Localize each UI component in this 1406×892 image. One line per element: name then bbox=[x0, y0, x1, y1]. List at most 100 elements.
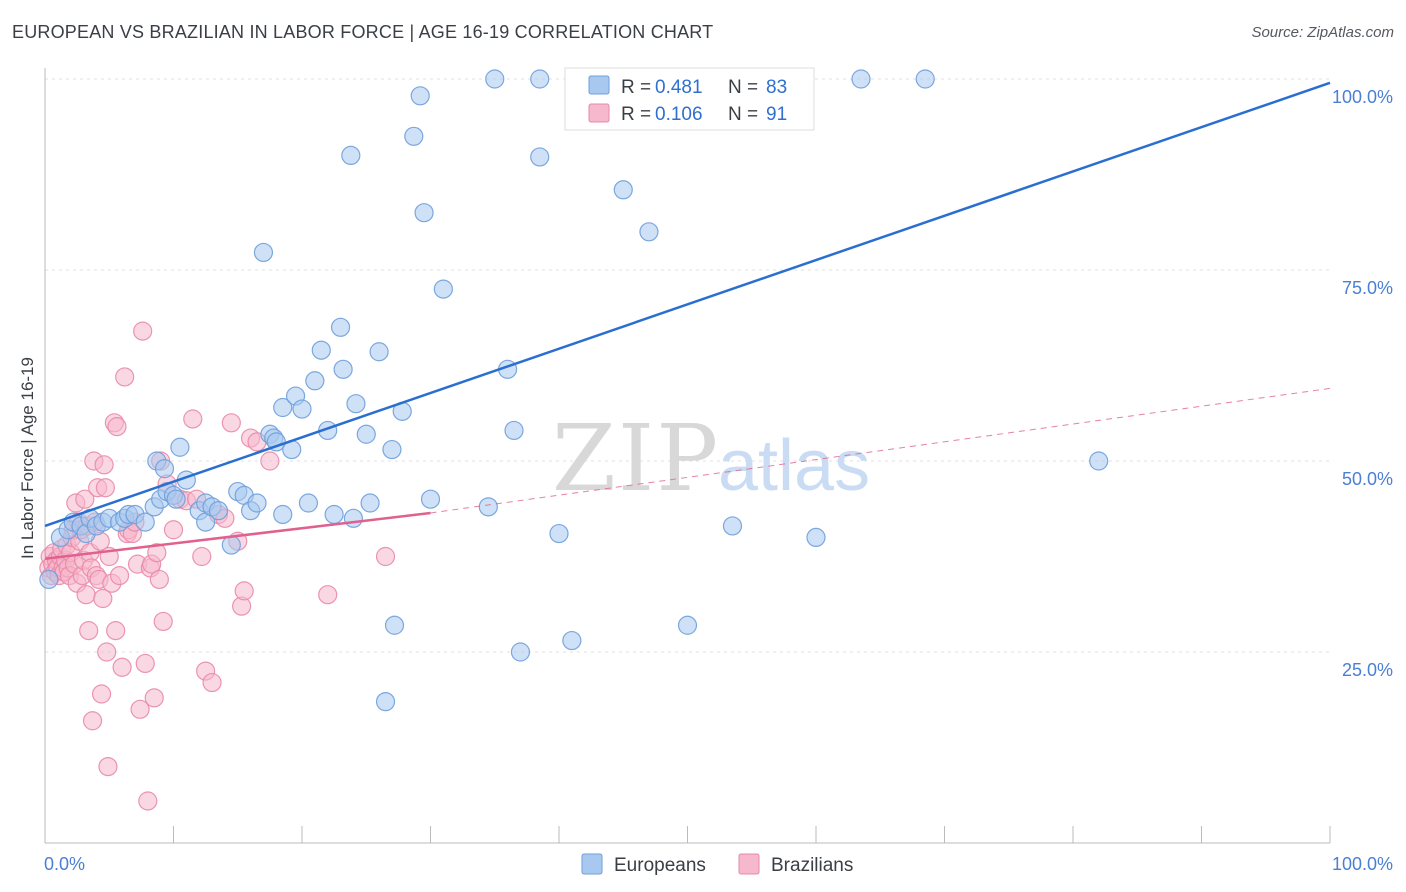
europeans-point-56 bbox=[382, 439, 402, 460]
brazilians-point-60 bbox=[130, 699, 150, 719]
europeans-point-39 bbox=[273, 504, 293, 525]
europeans-point-29 bbox=[221, 535, 241, 555]
europeans-point-62 bbox=[414, 203, 434, 223]
europeans-point-72 bbox=[549, 523, 569, 544]
legend-swatch-europeans bbox=[588, 75, 610, 95]
legend-n-value-brazilians: 91 bbox=[766, 104, 787, 125]
brazilians-point-34 bbox=[82, 711, 103, 731]
brazilians-trend-extension bbox=[430, 387, 1331, 514]
europeans-trend-line bbox=[44, 81, 1331, 528]
x-axis-ticks bbox=[44, 826, 1331, 843]
x-tick-label-min: 0.0% bbox=[44, 854, 85, 874]
brazilians-point-41 bbox=[91, 684, 112, 704]
europeans-point-28 bbox=[208, 501, 229, 521]
europeans-point-54 bbox=[360, 493, 380, 513]
europeans-point-42 bbox=[292, 399, 312, 419]
brazilians-point-45 bbox=[97, 642, 117, 662]
x-tick-label-max: 100.0% bbox=[1332, 854, 1393, 874]
brazilians-points bbox=[39, 321, 396, 811]
europeans-point-59 bbox=[375, 692, 396, 712]
brazilians-point-50 bbox=[106, 621, 126, 641]
europeans-point-75 bbox=[639, 222, 659, 242]
y-axis-title: In Labor Force | Age 16-19 bbox=[18, 357, 37, 559]
brazilians-point-89 bbox=[318, 585, 338, 605]
gridlines bbox=[45, 78, 1330, 653]
trend-lines bbox=[44, 81, 1331, 561]
europeans-point-71 bbox=[530, 69, 550, 89]
brazilians-point-70 bbox=[153, 611, 173, 632]
chart-title: EUROPEAN VS BRAZILIAN IN LABOR FORCE | A… bbox=[12, 22, 714, 42]
watermark-atlas: atlas bbox=[718, 426, 870, 506]
europeans-point-80 bbox=[851, 69, 871, 89]
europeans-point-69 bbox=[510, 642, 531, 662]
series-legend-label-europeans: Europeans bbox=[614, 855, 706, 876]
europeans-point-33 bbox=[247, 493, 267, 513]
legend-n-value-europeans: 83 bbox=[766, 77, 787, 98]
europeans-point-57 bbox=[384, 615, 405, 635]
source-credit: Source: ZipAtlas.com bbox=[1251, 24, 1394, 41]
brazilians-point-44 bbox=[95, 478, 115, 498]
brazilians-point-85 bbox=[234, 581, 254, 601]
europeans-points bbox=[39, 69, 1109, 712]
brazilians-point-53 bbox=[112, 657, 132, 677]
brazilians-point-72 bbox=[163, 520, 184, 540]
europeans-point-34 bbox=[253, 242, 274, 263]
europeans-point-55 bbox=[369, 342, 389, 362]
europeans-point-43 bbox=[298, 493, 319, 513]
series-legend-swatch-europeans bbox=[581, 853, 603, 875]
legend-swatch-brazilians bbox=[588, 103, 610, 123]
europeans-point-74 bbox=[613, 180, 633, 200]
europeans-point-61 bbox=[410, 86, 430, 106]
europeans-point-81 bbox=[915, 69, 935, 89]
europeans-point-65 bbox=[478, 497, 498, 517]
brazilians-point-43 bbox=[94, 455, 114, 475]
brazilians-point-79 bbox=[202, 672, 222, 693]
europeans-point-0 bbox=[39, 569, 59, 590]
europeans-point-60 bbox=[404, 126, 424, 146]
series-legend: Europeans Brazilians bbox=[581, 853, 853, 876]
brazilians-point-29 bbox=[76, 585, 96, 605]
europeans-point-38 bbox=[273, 397, 293, 418]
series-legend-swatch-brazilians bbox=[738, 853, 760, 875]
brazilians-point-51 bbox=[107, 417, 127, 437]
legend-n-label-brazilians: N = bbox=[728, 104, 758, 125]
europeans-point-64 bbox=[433, 279, 453, 299]
europeans-point-45 bbox=[311, 340, 331, 360]
brazilians-point-82 bbox=[221, 413, 241, 433]
y-tick-label-75: 75.0% bbox=[1342, 278, 1393, 298]
brazilians-point-61 bbox=[133, 321, 153, 341]
legend-r-label-europeans: R = bbox=[621, 77, 651, 98]
brazilians-point-67 bbox=[147, 543, 167, 563]
europeans-point-51 bbox=[343, 508, 363, 528]
europeans-point-82 bbox=[1089, 451, 1109, 471]
europeans-point-53 bbox=[356, 424, 376, 444]
brazilians-point-66 bbox=[144, 688, 164, 708]
europeans-point-20 bbox=[154, 459, 175, 479]
europeans-point-63 bbox=[420, 489, 441, 509]
europeans-point-44 bbox=[305, 371, 325, 391]
europeans-point-77 bbox=[722, 516, 743, 536]
legend-r-value-brazilians: 0.106 bbox=[655, 104, 703, 125]
europeans-point-70 bbox=[530, 147, 550, 167]
brazilians-point-42 bbox=[93, 588, 113, 609]
brazilians-point-88 bbox=[260, 451, 280, 471]
watermark-zip: ZIP bbox=[552, 405, 720, 512]
series-legend-label-brazilians: Brazilians bbox=[771, 855, 853, 876]
brazilians-point-75 bbox=[183, 409, 203, 429]
legend-r-label-brazilians: R = bbox=[621, 104, 651, 125]
brazilians-point-63 bbox=[138, 791, 158, 811]
y-tick-label-25: 25.0% bbox=[1342, 660, 1393, 680]
europeans-point-50 bbox=[341, 145, 361, 165]
brazilians-point-28 bbox=[75, 489, 95, 509]
europeans-point-47 bbox=[324, 504, 344, 525]
y-tick-label-50: 50.0% bbox=[1342, 469, 1393, 489]
europeans-point-79 bbox=[806, 527, 826, 548]
brazilians-point-77 bbox=[192, 546, 212, 567]
europeans-point-22 bbox=[170, 437, 190, 457]
europeans-point-66 bbox=[485, 69, 505, 89]
correlation-legend: R = 0.481 N = 83 R = 0.106 N = 91 bbox=[564, 67, 815, 131]
brazilians-point-54 bbox=[115, 367, 135, 387]
europeans-point-73 bbox=[562, 630, 582, 651]
legend-r-value-europeans: 0.481 bbox=[655, 77, 703, 98]
